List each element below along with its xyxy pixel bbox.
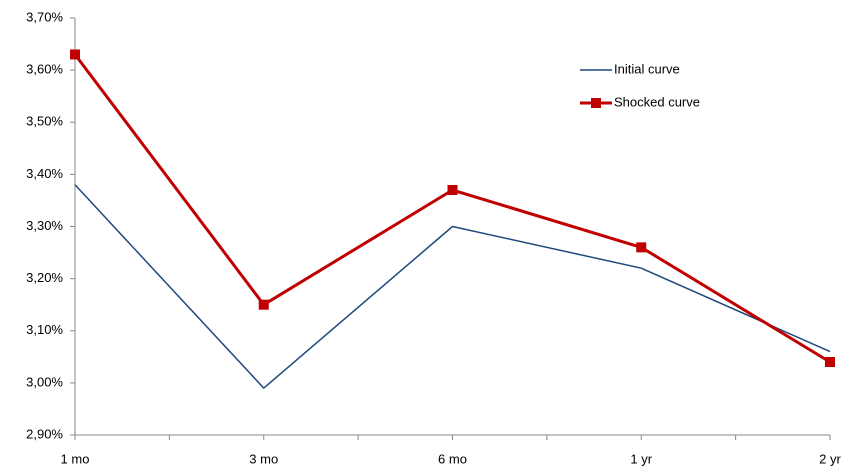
- x-tick-label: 1 yr: [630, 451, 652, 466]
- y-tick-label: 2,90%: [26, 426, 63, 441]
- legend-label: Initial curve: [614, 61, 680, 76]
- y-tick-label: 3,00%: [26, 374, 63, 389]
- marker: [825, 357, 835, 368]
- y-tick-label: 3,50%: [26, 114, 63, 129]
- y-tick-label: 3,10%: [26, 322, 63, 337]
- marker: [447, 185, 458, 196]
- y-tick-label: 3,20%: [26, 270, 63, 285]
- y-tick-label: 3,70%: [26, 9, 63, 24]
- series-line: [73, 53, 831, 364]
- marker: [636, 242, 647, 253]
- x-tick-label: 2 yr: [819, 451, 841, 466]
- x-tick-label: 6 mo: [438, 451, 467, 466]
- marker: [258, 299, 269, 310]
- series-line: [74, 184, 831, 389]
- x-tick-label: 1 mo: [61, 451, 90, 466]
- y-tick-label: 3,60%: [26, 62, 63, 77]
- legend-label: Shocked curve: [614, 94, 700, 109]
- y-tick-label: 3,40%: [26, 166, 63, 181]
- marker: [70, 49, 80, 60]
- legend-marker: [591, 98, 601, 108]
- y-tick-label: 3,30%: [26, 218, 63, 233]
- x-tick-label: 3 mo: [249, 451, 278, 466]
